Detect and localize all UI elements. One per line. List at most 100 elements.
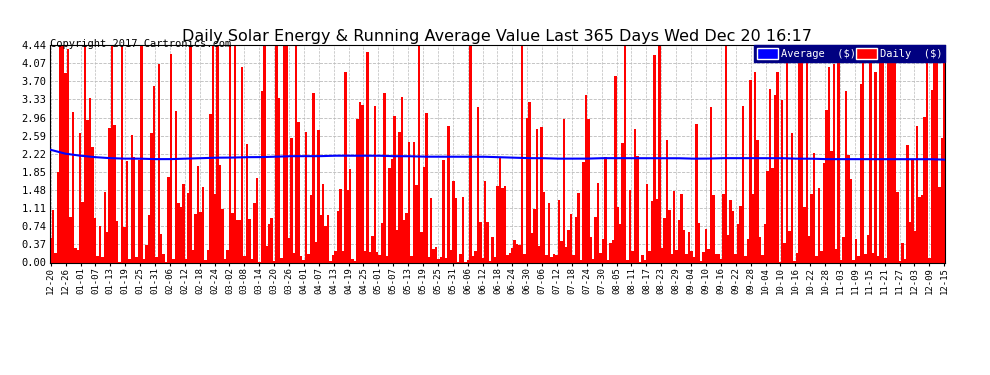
- Bar: [353, 261, 356, 262]
- Bar: [818, 188, 821, 262]
- Bar: [828, 67, 830, 262]
- Bar: [658, 45, 660, 262]
- Bar: [322, 184, 325, 262]
- Bar: [749, 80, 751, 262]
- Bar: [632, 251, 634, 262]
- Bar: [798, 45, 801, 262]
- Bar: [443, 160, 445, 262]
- Bar: [285, 45, 288, 262]
- Bar: [335, 251, 337, 262]
- Bar: [317, 130, 320, 262]
- Bar: [342, 251, 345, 262]
- Bar: [759, 237, 761, 262]
- Bar: [469, 45, 471, 262]
- Bar: [766, 171, 768, 262]
- Bar: [169, 54, 172, 262]
- Bar: [56, 172, 59, 262]
- Bar: [847, 155, 849, 262]
- Bar: [50, 238, 51, 262]
- Bar: [634, 129, 637, 262]
- Bar: [891, 55, 894, 262]
- Bar: [577, 193, 580, 262]
- Bar: [737, 224, 740, 262]
- Bar: [435, 247, 438, 262]
- Bar: [192, 250, 194, 262]
- Bar: [146, 244, 148, 262]
- Bar: [524, 254, 526, 262]
- Bar: [622, 143, 624, 262]
- Bar: [877, 255, 879, 262]
- Bar: [273, 261, 275, 262]
- Bar: [99, 226, 101, 262]
- Bar: [150, 134, 152, 262]
- Bar: [234, 45, 236, 262]
- Bar: [742, 106, 744, 262]
- Bar: [288, 238, 290, 262]
- Bar: [786, 45, 788, 262]
- Bar: [413, 142, 415, 262]
- Bar: [650, 201, 653, 262]
- Bar: [126, 161, 128, 262]
- Bar: [496, 186, 499, 262]
- Bar: [803, 207, 806, 262]
- Bar: [104, 192, 106, 262]
- Bar: [244, 256, 246, 262]
- Bar: [511, 248, 514, 262]
- Bar: [864, 254, 867, 262]
- Bar: [531, 233, 533, 262]
- Bar: [678, 220, 680, 262]
- Bar: [106, 232, 109, 262]
- Bar: [506, 255, 509, 262]
- Bar: [189, 45, 192, 262]
- Bar: [746, 239, 749, 262]
- Bar: [346, 190, 348, 262]
- Bar: [840, 260, 842, 262]
- Bar: [607, 260, 609, 262]
- Bar: [386, 256, 388, 262]
- Bar: [89, 98, 91, 262]
- Bar: [821, 251, 823, 262]
- Bar: [526, 117, 528, 262]
- Bar: [51, 210, 54, 262]
- Bar: [727, 235, 730, 262]
- Bar: [698, 222, 700, 262]
- Bar: [555, 255, 557, 262]
- Bar: [791, 134, 793, 262]
- Bar: [440, 257, 443, 262]
- Bar: [521, 45, 524, 262]
- Bar: [712, 195, 715, 262]
- Bar: [683, 230, 685, 262]
- Bar: [926, 45, 929, 262]
- Bar: [617, 207, 619, 262]
- Bar: [433, 249, 435, 262]
- Bar: [644, 260, 646, 262]
- Bar: [764, 224, 766, 262]
- Bar: [160, 234, 162, 262]
- Bar: [486, 222, 489, 262]
- Bar: [202, 187, 204, 262]
- Bar: [315, 242, 317, 262]
- Bar: [589, 237, 592, 262]
- Bar: [619, 224, 622, 262]
- Bar: [59, 45, 61, 262]
- Bar: [91, 147, 94, 262]
- Bar: [302, 260, 305, 262]
- Bar: [811, 194, 813, 262]
- Bar: [565, 247, 567, 262]
- Bar: [476, 107, 479, 262]
- Bar: [337, 211, 340, 262]
- Bar: [545, 255, 547, 262]
- Bar: [823, 163, 826, 262]
- Bar: [543, 192, 545, 262]
- Bar: [388, 168, 391, 262]
- Bar: [187, 193, 189, 262]
- Bar: [830, 151, 833, 262]
- Bar: [592, 259, 594, 262]
- Bar: [373, 106, 376, 262]
- Bar: [921, 195, 924, 262]
- Bar: [867, 235, 869, 262]
- Bar: [310, 195, 312, 262]
- Bar: [447, 126, 449, 262]
- Bar: [250, 259, 253, 262]
- Bar: [430, 198, 433, 262]
